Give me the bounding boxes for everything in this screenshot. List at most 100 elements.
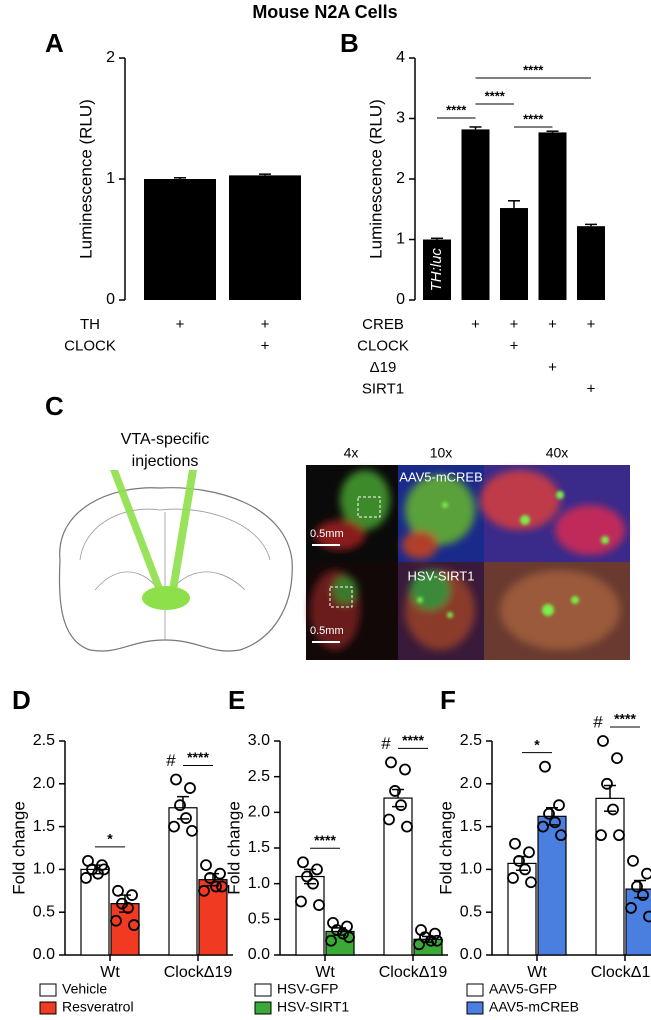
legend-swatch — [254, 983, 272, 997]
data-point — [311, 863, 323, 876]
y-tick-label: 0.0 — [460, 946, 482, 963]
data-point — [507, 872, 519, 884]
data-point — [399, 763, 411, 776]
data-point — [513, 854, 525, 867]
condition-mark: + — [548, 316, 557, 333]
data-point — [297, 856, 309, 869]
y-tick-label: 0.5 — [460, 903, 482, 920]
significance-label: # — [166, 751, 176, 770]
bar — [538, 132, 567, 300]
y-axis-label: Fold change — [224, 801, 243, 895]
panel-letter: D — [12, 685, 31, 715]
condition-mark: + — [510, 316, 519, 333]
data-point — [537, 820, 549, 833]
bar — [144, 179, 216, 300]
data-point — [170, 773, 182, 786]
x-tick-label: ClockΔ19 — [591, 964, 651, 981]
data-point — [641, 867, 651, 880]
condition-name: CLOCK — [357, 337, 409, 354]
significance-label: **** — [523, 111, 544, 126]
bar — [595, 797, 625, 956]
significance-label: **** — [402, 732, 424, 748]
legend-label: AAV5-GFP — [489, 981, 557, 997]
data-point — [385, 756, 397, 769]
significance-label: # — [381, 734, 391, 753]
significance-label: * — [534, 736, 540, 752]
condition-mark: + — [587, 380, 596, 397]
significance-label: * — [107, 831, 113, 847]
data-point — [555, 829, 567, 842]
data-point — [295, 895, 307, 908]
needle — [110, 470, 166, 596]
data-point — [307, 877, 319, 890]
y-tick-label: 4 — [396, 49, 405, 66]
condition-mark: + — [548, 359, 557, 376]
data-point — [331, 924, 343, 936]
y-tick-label: 2.0 — [248, 804, 270, 821]
data-point — [313, 899, 325, 911]
x-tick-label: Wt — [100, 964, 120, 981]
needle — [168, 470, 197, 596]
vta-region — [142, 586, 190, 610]
data-point — [431, 934, 443, 947]
data-point — [80, 872, 92, 884]
data-point — [301, 870, 313, 883]
injection-label: VTA-specific — [121, 431, 210, 448]
row-label: AAV5-mCREB — [399, 469, 483, 484]
magnification: 4x — [344, 445, 359, 461]
data-point — [184, 782, 196, 794]
data-point — [126, 889, 138, 901]
data-point — [168, 820, 180, 833]
y-tick-label: 2 — [106, 49, 115, 66]
data-point — [389, 785, 401, 797]
bar — [229, 175, 301, 300]
condition-mark: + — [261, 316, 270, 333]
condition-mark: + — [176, 316, 185, 333]
x-tick-label: Wt — [315, 964, 335, 981]
data-point — [401, 820, 413, 833]
data-point — [383, 813, 395, 826]
data-point — [216, 880, 228, 893]
data-point — [395, 799, 407, 812]
data-point — [601, 777, 613, 790]
y-tick-label: 1.5 — [248, 839, 270, 856]
data-point — [625, 902, 637, 914]
legend-swatch — [466, 983, 484, 997]
data-point — [200, 859, 212, 872]
condition-name: SIRT1 — [362, 380, 404, 397]
bar — [537, 815, 567, 956]
y-tick-label: 0.5 — [33, 903, 55, 920]
y-tick-label: 0 — [396, 291, 405, 308]
data-point — [425, 934, 437, 947]
data-point — [509, 837, 521, 850]
condition-mark: + — [587, 316, 596, 333]
x-tick-label: ClockΔ19 — [164, 964, 233, 981]
y-tick-label: 1 — [106, 170, 115, 187]
y-tick-label: 0 — [106, 291, 115, 308]
panel-letter: E — [228, 685, 245, 715]
data-point — [337, 927, 349, 940]
condition-name: TH — [80, 316, 100, 333]
data-point — [413, 938, 425, 951]
data-point — [343, 931, 355, 944]
y-tick-label: 2.0 — [33, 775, 55, 792]
micrographs — [306, 465, 630, 660]
figure-title: Mouse N2A Cells — [252, 2, 397, 22]
legend-label: Vehicle — [62, 981, 107, 997]
bar — [295, 875, 325, 956]
y-tick-label: 1.0 — [33, 861, 55, 878]
significance-label: **** — [187, 749, 209, 765]
significance-label: **** — [523, 62, 544, 77]
data-point — [549, 816, 561, 829]
data-point — [539, 760, 551, 773]
magnification: 10x — [430, 445, 453, 461]
bar — [461, 129, 490, 300]
data-point — [204, 872, 216, 884]
y-tick-label: 0.0 — [33, 946, 55, 963]
data-point — [607, 803, 619, 816]
data-point — [174, 799, 186, 812]
data-point — [523, 846, 535, 859]
data-point — [210, 880, 222, 893]
significance-label: **** — [485, 88, 506, 103]
